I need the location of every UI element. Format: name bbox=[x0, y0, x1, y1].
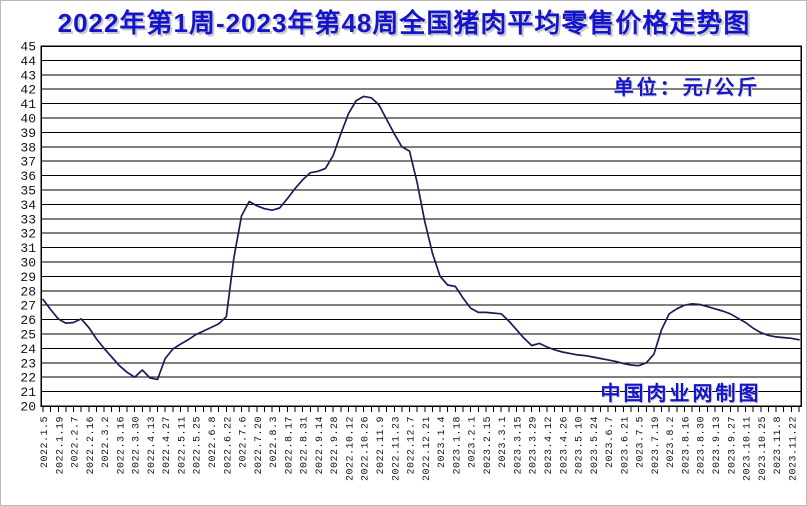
x-axis-label: 2022.2.16 bbox=[86, 416, 97, 475]
x-axis-label: 2023.10.25 bbox=[758, 416, 769, 481]
unit-label: 单位：元/公斤 bbox=[614, 75, 761, 99]
y-axis-label: 36 bbox=[20, 169, 36, 184]
x-axis-label: 2023.7.19 bbox=[651, 416, 662, 475]
y-axis-label: 35 bbox=[20, 184, 36, 199]
y-axis-label: 21 bbox=[20, 385, 36, 400]
y-axis-label: 41 bbox=[20, 97, 36, 112]
x-axis-label: 2023.2.1 bbox=[468, 416, 479, 468]
x-axis-label: 2022.8.17 bbox=[284, 416, 295, 475]
x-axis-label: 2022.4.27 bbox=[162, 416, 173, 475]
y-axis-label: 30 bbox=[20, 256, 36, 271]
x-axis-label: 2022.11.9 bbox=[376, 416, 387, 475]
y-axis-label: 26 bbox=[20, 313, 36, 328]
y-axis-label: 44 bbox=[20, 54, 36, 69]
x-axis-label: 2022.7.6 bbox=[239, 416, 250, 468]
x-axis-label: 2022.9.14 bbox=[315, 416, 326, 475]
x-axis-label: 2022.12.7 bbox=[407, 416, 418, 475]
x-axis-label: 2023.9.27 bbox=[727, 416, 738, 475]
plot-area: 2021222324252627282930313233343536373839… bbox=[20, 40, 802, 481]
x-axis-label: 2022.10.26 bbox=[361, 416, 372, 481]
x-axis-label: 2022.11.23 bbox=[391, 416, 402, 481]
x-axis-label: 2023.2.15 bbox=[483, 416, 494, 475]
y-axis-label: 37 bbox=[20, 155, 36, 170]
y-axis-label: 27 bbox=[20, 299, 36, 314]
x-axis-label: 2023.9.13 bbox=[712, 416, 723, 475]
x-axis-label: 2022.8.31 bbox=[300, 416, 311, 475]
x-axis-label: 2022.5.25 bbox=[193, 416, 204, 475]
y-axis-label: 34 bbox=[20, 198, 36, 213]
x-axis-label: 2022.6.22 bbox=[223, 416, 234, 475]
y-axis-label: 23 bbox=[20, 356, 36, 371]
plot-border bbox=[40, 45, 802, 407]
x-axis-label: 2023.6.21 bbox=[620, 416, 631, 475]
y-axis-label: 40 bbox=[20, 112, 36, 127]
x-axis-label: 2022.10.12 bbox=[346, 416, 357, 481]
x-axis-label: 2023.11.8 bbox=[773, 416, 784, 475]
y-axis-label: 29 bbox=[20, 270, 36, 285]
x-axis-label: 2022.4.13 bbox=[147, 416, 158, 475]
x-axis-label: 2023.4.26 bbox=[559, 416, 570, 475]
x-axis-label: 2022.1.5 bbox=[40, 416, 51, 468]
x-axis-label: 2023.4.12 bbox=[544, 416, 555, 475]
x-axis-label: 2022.12.21 bbox=[422, 416, 433, 481]
y-axis-label: 22 bbox=[20, 371, 36, 386]
x-axis-label: 2023.7.5 bbox=[636, 416, 647, 468]
x-axis-label: 2023.8.2 bbox=[666, 416, 677, 468]
y-axis-label: 28 bbox=[20, 284, 36, 299]
x-axis-label: 2022.7.20 bbox=[254, 416, 265, 475]
y-axis-label: 45 bbox=[20, 40, 36, 55]
x-axis-label: 2022.3.30 bbox=[132, 416, 143, 475]
y-axis-label: 31 bbox=[20, 241, 36, 256]
chart-title: 2022年第1周-2023年第48周全国猪肉平均零售价格走势图 bbox=[58, 8, 751, 38]
y-axis-label: 42 bbox=[20, 83, 36, 98]
x-axis-label: 2023.3.29 bbox=[529, 416, 540, 475]
x-axis-label: 2023.11.22 bbox=[788, 416, 799, 481]
y-axis-label: 20 bbox=[20, 400, 36, 415]
x-axis-label: 2022.3.16 bbox=[116, 416, 127, 475]
x-axis-label: 2023.1.4 bbox=[437, 416, 448, 468]
x-axis-label: 2022.2.7 bbox=[71, 416, 82, 468]
x-axis-label: 2022.3.2 bbox=[101, 416, 112, 468]
x-axis-label: 2023.1.18 bbox=[452, 416, 463, 475]
x-axis-label: 2023.5.24 bbox=[590, 416, 601, 475]
x-axis-label: 2023.3.15 bbox=[514, 416, 525, 475]
x-axis-label: 2022.9.28 bbox=[330, 416, 341, 475]
x-axis-label: 2023.8.30 bbox=[697, 416, 708, 475]
y-axis-label: 33 bbox=[20, 212, 36, 227]
x-axis-label: 2023.3.1 bbox=[498, 416, 509, 468]
y-axis-label: 43 bbox=[20, 68, 36, 83]
x-axis-label: 2023.8.16 bbox=[682, 416, 693, 475]
x-axis-label: 2022.5.11 bbox=[178, 416, 189, 475]
x-axis-label: 2022.6.8 bbox=[208, 416, 219, 468]
y-axis-label: 38 bbox=[20, 140, 36, 155]
x-axis-label: 2022.1.19 bbox=[55, 416, 66, 475]
watermark-label: 中国肉业网制图 bbox=[601, 381, 762, 405]
price-line bbox=[42, 95, 800, 381]
y-axis-label: 24 bbox=[20, 342, 36, 357]
x-axis-label: 2023.6.7 bbox=[605, 416, 616, 468]
x-axis-label: 2022.8.3 bbox=[269, 416, 280, 468]
x-axis-label: 2023.5.10 bbox=[575, 416, 586, 475]
y-axis-label: 25 bbox=[20, 328, 36, 343]
y-axis-label: 32 bbox=[20, 227, 36, 242]
x-axis-label: 2023.10.11 bbox=[743, 416, 754, 481]
y-axis-label: 39 bbox=[20, 126, 36, 141]
